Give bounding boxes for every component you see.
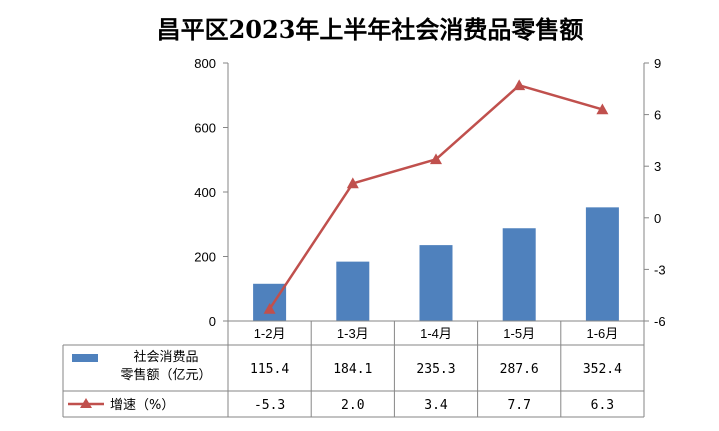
bar [585, 207, 619, 321]
growth-marker [430, 153, 442, 165]
right-axis-tick-label: 3 [654, 159, 661, 174]
category-label: 1-5月 [503, 326, 535, 341]
growth-marker [263, 302, 276, 314]
left-axis-tick-label: 0 [209, 314, 216, 329]
right-axis-tick-label: -3 [654, 262, 666, 277]
table-cell: 6.3 [591, 398, 614, 413]
growth-marker [513, 79, 526, 91]
line-series-label: 增速（%） [110, 398, 174, 413]
table-cell: 115.4 [250, 362, 289, 377]
category-label: 1-4月 [420, 326, 452, 341]
left-axis-tick-label: 200 [194, 250, 216, 265]
bar-series-label: 社会消费品 [133, 349, 198, 365]
left-axis-tick-label: 600 [194, 121, 216, 136]
right-axis-tick-label: 6 [654, 108, 661, 123]
right-axis-tick-label: 9 [654, 56, 661, 71]
table-cell: 235.3 [416, 362, 455, 377]
category-label: 1-2月 [254, 326, 286, 341]
bar-legend-swatch [72, 354, 98, 362]
chart-title: 昌平区2023年上半年社会消费品零售额 [157, 15, 584, 44]
right-axis-tick-label: -6 [654, 314, 666, 329]
table-cell: -5.3 [254, 398, 285, 413]
left-axis-tick-label: 400 [194, 185, 216, 200]
table-cell: 184.1 [333, 362, 372, 377]
bar [253, 283, 287, 321]
bar [336, 261, 370, 321]
left-axis-tick-label: 800 [194, 56, 216, 71]
growth-marker [346, 177, 359, 189]
category-label: 1-6月 [587, 326, 619, 341]
category-label: 1-3月 [337, 326, 369, 341]
bar-series-label: 零售额（亿元） [120, 367, 211, 383]
plot-area: 0 200 400 600 800 -6 -3 0 3 6 9 [194, 56, 665, 329]
table-cell: 3.4 [424, 398, 448, 413]
table-cell: 7.7 [507, 398, 530, 413]
growth-marker [596, 103, 609, 115]
bar [419, 245, 453, 321]
table-cell: 2.0 [341, 398, 364, 413]
table-cell: 287.6 [500, 362, 539, 377]
bar [502, 228, 536, 321]
table-cell: 352.4 [583, 362, 622, 377]
right-axis-tick-label: 0 [654, 211, 661, 226]
line-legend-marker [80, 398, 92, 408]
